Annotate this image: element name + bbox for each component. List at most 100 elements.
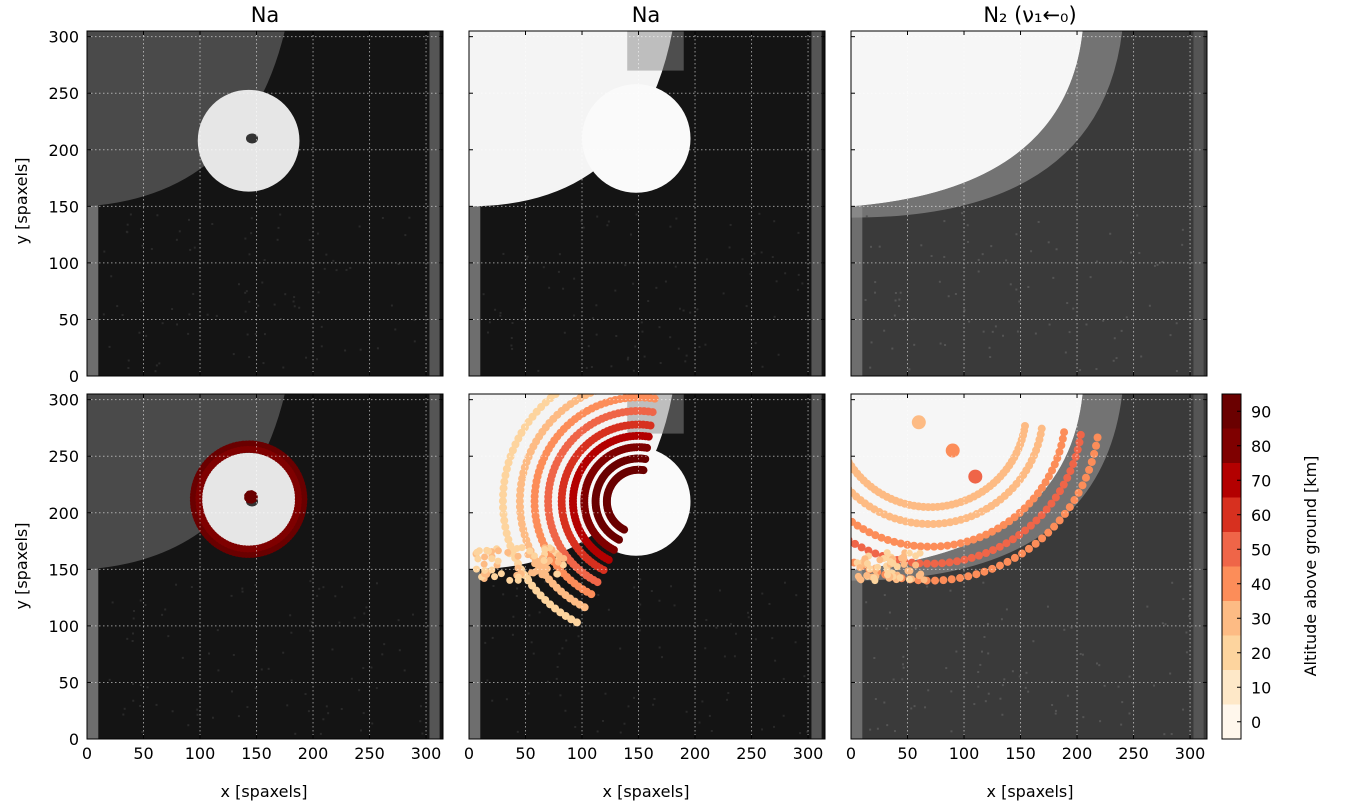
noise-pixel — [986, 623, 989, 626]
noise-pixel — [723, 655, 726, 658]
altitude-marker — [980, 567, 989, 576]
noise-pixel — [801, 282, 804, 285]
altitude-marker — [912, 561, 920, 569]
noise-pixel — [248, 356, 251, 359]
noise-pixel — [797, 288, 800, 291]
altitude-marker — [840, 450, 848, 458]
y-tick-label: 200 — [48, 141, 79, 160]
altitude-marker — [988, 546, 997, 555]
noise-pixel — [984, 700, 987, 703]
noise-pixel — [1032, 640, 1035, 643]
altitude-marker — [988, 527, 997, 536]
noise-pixel — [488, 321, 491, 324]
noise-pixel — [874, 291, 877, 294]
altitude-marker — [516, 491, 525, 500]
x-tick-label: 100 — [567, 744, 598, 763]
noise-pixel — [129, 213, 132, 216]
noise-pixel — [797, 273, 800, 276]
noise-pixel — [1109, 232, 1112, 235]
panel-r1c1: 0 50 100 150 200 250 300 — [48, 28, 444, 386]
noise-pixel — [250, 232, 253, 235]
noise-pixel — [1001, 684, 1004, 687]
altitude-marker — [1048, 466, 1057, 475]
noise-pixel — [327, 712, 330, 715]
noise-pixel — [290, 679, 293, 682]
noise-pixel — [175, 238, 178, 241]
noise-pixel — [279, 318, 282, 321]
noise-pixel — [1025, 671, 1028, 674]
noise-pixel — [176, 323, 179, 326]
noise-pixel — [370, 666, 373, 669]
altitude-marker — [480, 560, 488, 568]
altitude-marker — [832, 527, 840, 535]
altitude-marker — [938, 559, 947, 568]
noise-pixel — [596, 730, 599, 733]
noise-pixel — [760, 251, 763, 254]
noise-pixel — [102, 313, 105, 316]
x-axis-label-2: x [spaxels] — [603, 782, 690, 801]
altitude-marker — [923, 542, 932, 551]
noise-pixel — [630, 233, 633, 236]
x-tick-label: 250 — [354, 744, 385, 763]
colorbar-frame — [1221, 393, 1242, 740]
noise-pixel — [722, 292, 725, 295]
noise-pixel — [1064, 351, 1067, 354]
altitude-marker — [1031, 539, 1040, 548]
altitude-marker — [1069, 460, 1078, 469]
noise-pixel — [704, 343, 707, 346]
noise-pixel — [241, 587, 244, 590]
y-tick-label: 300 — [48, 391, 79, 410]
noise-pixel — [277, 226, 280, 229]
altitude-marker — [945, 558, 954, 567]
altitude-marker — [604, 555, 613, 564]
noise-pixel — [505, 698, 508, 701]
noise-pixel — [292, 300, 295, 303]
noise-pixel — [397, 619, 400, 622]
altitude-marker — [931, 576, 940, 585]
noise-pixel — [924, 706, 927, 709]
noise-pixel — [217, 669, 220, 672]
noise-pixel — [894, 291, 897, 294]
altitude-marker — [905, 549, 913, 557]
noise-pixel — [968, 320, 971, 323]
altitude-marker — [1018, 549, 1027, 558]
altitude-marker — [500, 477, 509, 486]
altitude-marker — [825, 457, 833, 465]
noise-pixel — [635, 213, 638, 216]
noise-pixel — [294, 732, 297, 735]
noise-pixel — [708, 714, 711, 717]
noise-pixel — [1054, 709, 1057, 712]
noise-pixel — [898, 298, 901, 301]
noise-pixel — [558, 253, 561, 256]
noise-pixel — [248, 300, 251, 303]
noise-pixel — [125, 230, 128, 233]
noise-pixel — [653, 697, 656, 700]
altitude-marker — [871, 577, 879, 585]
noise-pixel — [254, 584, 257, 587]
noise-pixel — [131, 632, 134, 635]
noise-pixel — [491, 699, 494, 702]
noise-pixel — [883, 701, 886, 704]
noise-pixel — [777, 353, 780, 356]
noise-pixel — [754, 342, 757, 345]
altitude-marker — [1058, 434, 1067, 443]
altitude-marker — [993, 524, 1002, 533]
noise-pixel — [127, 367, 130, 370]
disk-center-spot — [246, 133, 259, 144]
noise-pixel — [413, 318, 416, 321]
x-tick-label: 0 — [464, 744, 474, 763]
noise-pixel — [627, 705, 630, 708]
altitude-marker — [599, 565, 608, 574]
altitude-marker — [982, 549, 991, 558]
x-tick-label: 200 — [298, 744, 329, 763]
noise-pixel — [950, 690, 953, 693]
noise-pixel — [643, 355, 646, 358]
noise-pixel — [211, 716, 214, 719]
noise-pixel — [991, 330, 994, 333]
noise-pixel — [1187, 680, 1190, 683]
noise-pixel — [652, 703, 655, 706]
noise-pixel — [383, 643, 386, 646]
noise-pixel — [293, 296, 296, 299]
noise-pixel — [1153, 684, 1156, 687]
noise-pixel — [358, 225, 361, 228]
